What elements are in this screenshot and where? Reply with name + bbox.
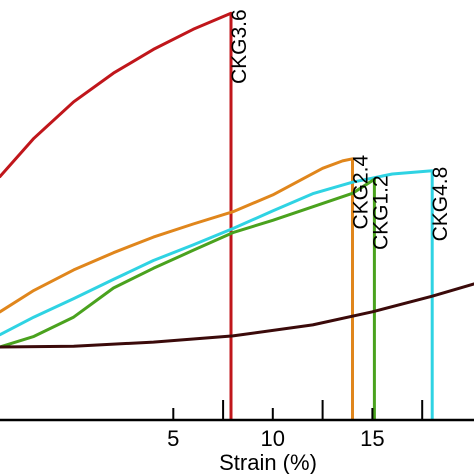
- x-tick-label: 15: [360, 426, 384, 451]
- x-tick-label: 10: [261, 426, 285, 451]
- series-label-layer: CKG3.6 CKG2.4 CKG4.8 CKG1.2: [228, 9, 452, 250]
- x-tick-layer: 5 10 15: [167, 400, 424, 451]
- series-label-ckg2-4: CKG2.4: [350, 154, 373, 229]
- series-line-ckg2-4: [0, 157, 354, 314]
- series-line-ckg4-8: [0, 169, 434, 337]
- series-line-ckg3-6: [0, 11, 233, 178]
- series-layer: [0, 11, 474, 420]
- x-axis-title: Strain (%): [219, 450, 317, 474]
- series-label-ckg4-8: CKG4.8: [429, 167, 452, 242]
- series-line-ckg1-2: [0, 177, 376, 349]
- series-line-unlabeled: [0, 282, 474, 349]
- x-tick-label: 5: [167, 426, 179, 451]
- series-label-ckg1-2: CKG1.2: [369, 175, 392, 250]
- series-label-ckg3-6: CKG3.6: [228, 9, 251, 84]
